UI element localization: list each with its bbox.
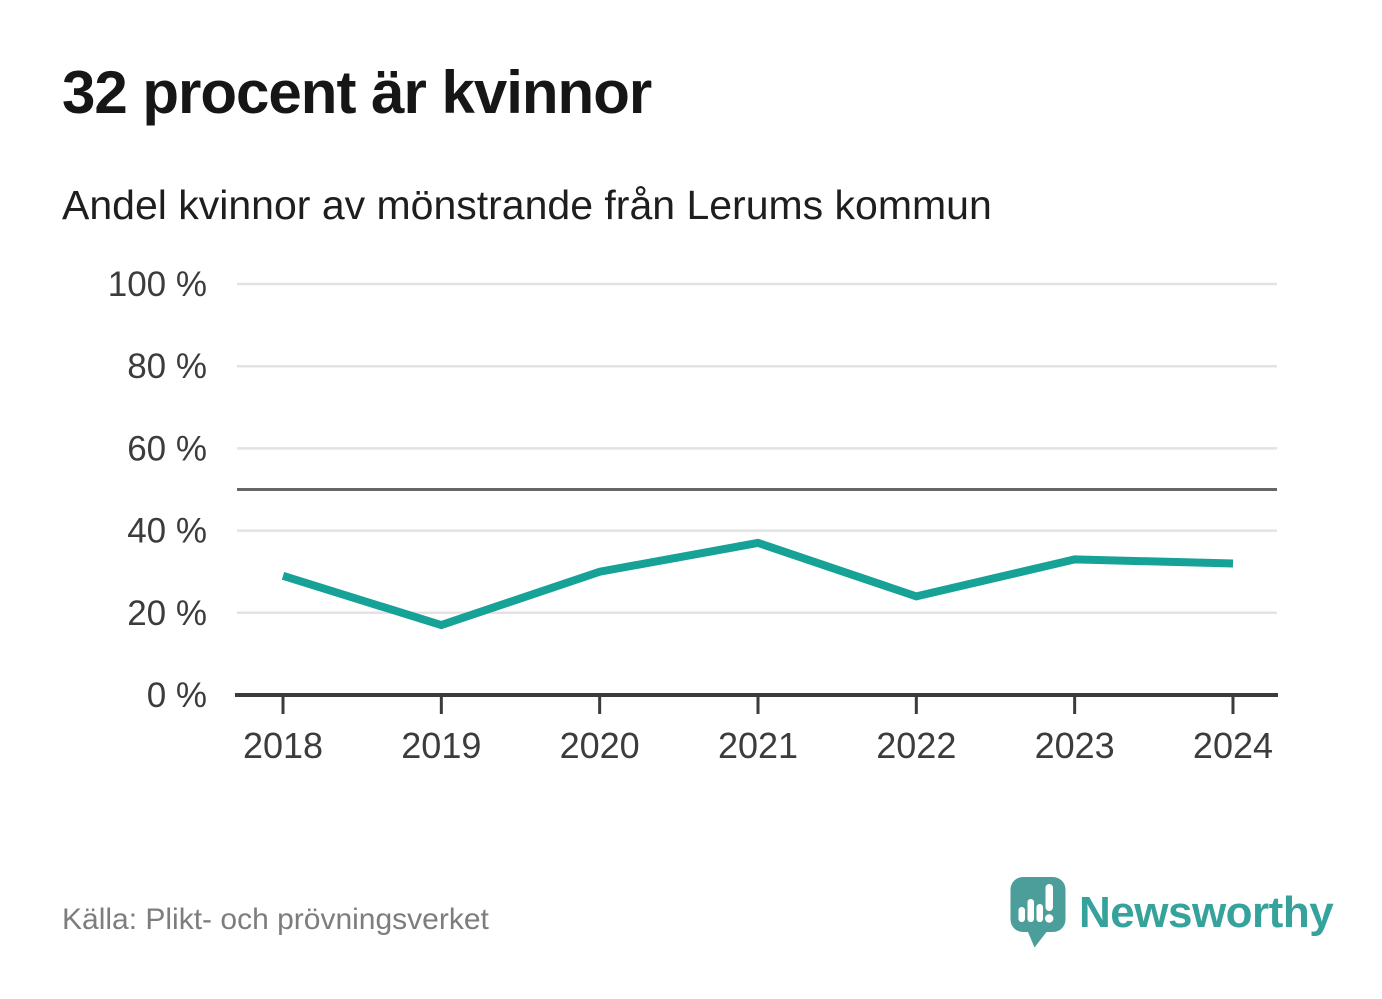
data-line (281, 538, 1234, 630)
x-axis-tick-label: 2021 (718, 725, 798, 766)
x-axis-tick-label: 2024 (1193, 725, 1273, 766)
y-axis-tick-label: 20 % (127, 594, 207, 633)
x-axis-tick-label: 2020 (560, 725, 640, 766)
x-axis-tick-label: 2023 (1035, 725, 1115, 766)
line-chart: 0 % 20 % 40 % 60 % 80 % 100 % 2018 2019 2020 2021… (108, 265, 1278, 766)
page-title: 32 procent är kvinnor (62, 59, 652, 126)
y-axis-tick-label: 60 % (127, 429, 207, 468)
x-axis-tick-label: 2022 (876, 725, 956, 766)
newsworthy-logo-icon (1010, 877, 1066, 948)
newsworthy-brand: Newsworthy (1010, 876, 1334, 949)
x-axis-tick-label: 2019 (401, 725, 481, 766)
x-axis-tick-label: 2018 (243, 725, 323, 766)
y-axis-tick-label: 80 % (127, 347, 207, 386)
logo-bar-chart-glyph (1018, 884, 1054, 923)
newsworthy-wordmark: Newsworthy (1079, 887, 1334, 937)
chart-subtitle: Andel kvinnor av mönstrande från Lerums … (62, 182, 992, 228)
source-caption: Källa: Plikt- och prövningsverket (62, 903, 489, 936)
y-axis-tick-label: 100 % (108, 265, 207, 304)
y-axis-tick-label: 0 % (147, 676, 207, 715)
y-axis-tick-label: 40 % (127, 512, 207, 551)
